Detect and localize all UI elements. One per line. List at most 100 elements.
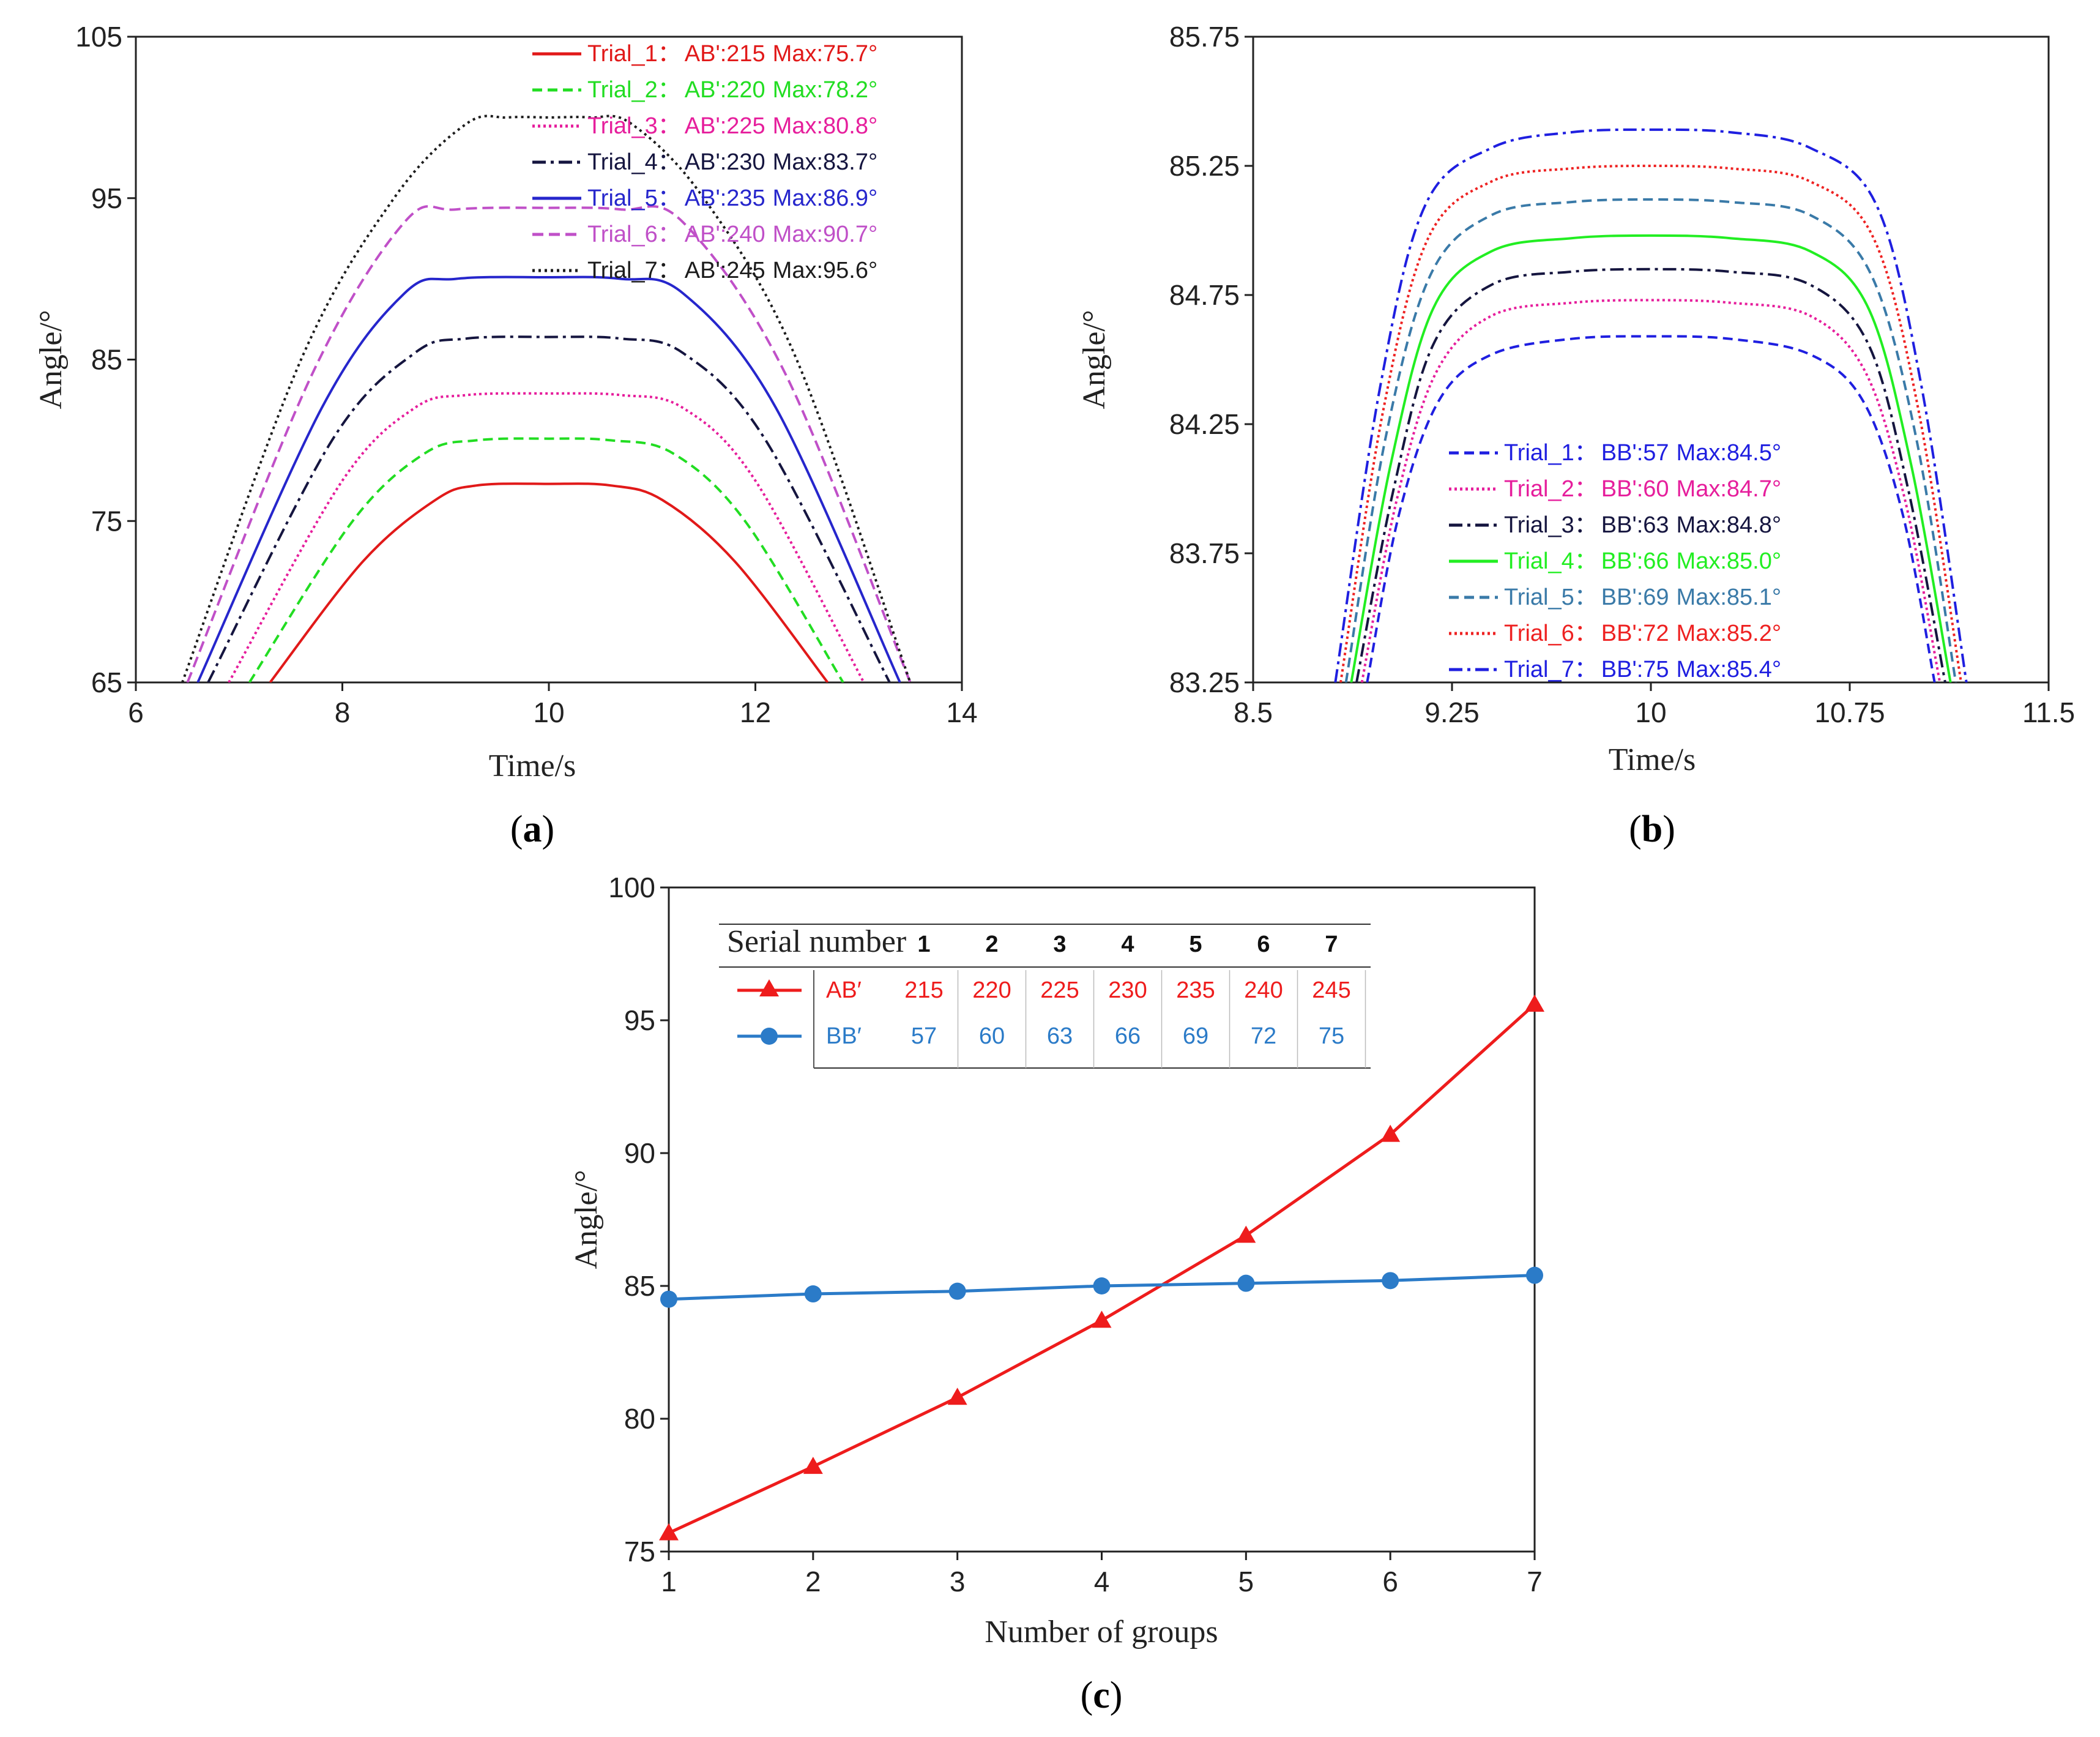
- table-column-header: 1: [917, 932, 930, 957]
- legend-entry-a: Trial_1： AB':215 Max:75.7°: [587, 41, 877, 67]
- legend-max: Max:85.0°: [1677, 548, 1782, 574]
- legend-max: Max:84.7°: [1677, 476, 1782, 502]
- table-cell: 72: [1251, 1023, 1276, 1049]
- series-line-b-trial_2: [1360, 299, 1942, 682]
- legend-entry-a: Trial_6： AB':240 Max:90.7°: [587, 222, 877, 247]
- legend-separator: ：: [1574, 585, 1598, 610]
- y-tick-label-b: 83.75: [1169, 537, 1240, 569]
- legend-entry-b: Trial_3： BB':63 Max:84.8°: [1504, 512, 1781, 538]
- x-tick-label-b: 8.5: [1234, 697, 1273, 728]
- x-tick-label-c: 4: [1094, 1566, 1110, 1597]
- table-cell: 66: [1115, 1023, 1141, 1049]
- legend-max: Max:78.2°: [773, 77, 878, 103]
- series-line-b-trial_3: [1355, 267, 1946, 682]
- x-tick-label-c: 5: [1238, 1566, 1254, 1597]
- data-point-bb: [1526, 1266, 1543, 1284]
- legend-param: BB':60: [1601, 476, 1669, 502]
- legend-name: Trial_5: [1504, 585, 1574, 610]
- series-line-a-trial_3: [228, 392, 865, 682]
- legend-max: Max:86.9°: [773, 185, 878, 211]
- legend-separator: ：: [1574, 512, 1598, 538]
- x-axis-title-b: Time/s: [1609, 742, 1696, 777]
- x-tick-label-c: 6: [1382, 1566, 1398, 1597]
- x-tick-label-c: 2: [805, 1566, 821, 1597]
- series-line-b-trial_6: [1339, 165, 1962, 682]
- legend-entry-b: Trial_4： BB':66 Max:85.0°: [1504, 548, 1781, 574]
- data-point-bb: [1237, 1274, 1255, 1292]
- panel-label-a: (a): [510, 809, 554, 850]
- legend-entry-b: Trial_2： BB':60 Max:84.7°: [1504, 476, 1781, 502]
- y-tick-label-c: 95: [624, 1004, 655, 1036]
- legend-separator: ：: [1574, 621, 1598, 646]
- legend-name: Trial_4: [587, 149, 658, 175]
- y-tick-label-a: 85: [91, 344, 122, 376]
- legend-param: AB':215: [685, 41, 765, 67]
- y-tick-label-c: 85: [624, 1270, 655, 1302]
- legend-param: AB':240: [685, 222, 765, 247]
- x-tick-label-b: 10.75: [1814, 697, 1885, 728]
- panel-label-b: (b): [1629, 809, 1675, 850]
- legend-name: Trial_1: [587, 41, 658, 67]
- table-cell: 60: [979, 1023, 1005, 1049]
- table-row-label: BB′: [826, 1023, 862, 1049]
- series-group-a: [181, 114, 912, 682]
- y-tick-label-a: 65: [91, 667, 122, 698]
- table-cell: 69: [1183, 1023, 1208, 1049]
- data-point-ab: [659, 1523, 679, 1541]
- legend-separator: ：: [658, 41, 681, 67]
- legend-param: BB':75: [1601, 657, 1669, 682]
- legend-max: Max:75.7°: [773, 41, 878, 67]
- legend-name: Trial_3: [587, 113, 658, 139]
- table-legend-marker-bb: [761, 1028, 778, 1045]
- legend-max: Max:85.1°: [1677, 585, 1782, 610]
- data-point-bb: [1093, 1277, 1111, 1294]
- legend-name: Trial_7: [587, 258, 658, 283]
- data-point-bb: [804, 1285, 822, 1303]
- legend-separator: ：: [658, 185, 681, 211]
- y-tick-label-b: 83.25: [1169, 667, 1240, 698]
- x-tick-label-a: 6: [128, 697, 144, 728]
- data-point-bb: [1382, 1272, 1399, 1290]
- table-cell: 225: [1040, 977, 1079, 1003]
- legend-max: Max:90.7°: [773, 222, 878, 247]
- series-line-b-trial_1: [1366, 335, 1936, 682]
- y-tick-label-b: 85.75: [1169, 21, 1240, 53]
- legend-param: AB':245: [685, 258, 765, 283]
- y-tick-label-c: 75: [624, 1536, 655, 1567]
- table-cell: 235: [1176, 977, 1215, 1003]
- legend-entry-a: Trial_2： AB':220 Max:78.2°: [587, 77, 877, 103]
- series-line-a-trial_2: [248, 437, 844, 682]
- table-cell: 245: [1312, 977, 1350, 1003]
- legend-separator: ：: [1574, 657, 1598, 682]
- series-line-a-trial_4: [207, 335, 891, 682]
- data-point-bb: [660, 1290, 677, 1308]
- legend-name: Trial_2: [587, 77, 658, 103]
- series-line-b-trial_7: [1334, 128, 1968, 682]
- legend-param: BB':63: [1601, 512, 1669, 538]
- table-column-header: 3: [1053, 932, 1066, 957]
- data-point-ab: [803, 1457, 823, 1474]
- legend-param: AB':235: [685, 185, 765, 211]
- legend-separator: ：: [1574, 548, 1598, 574]
- y-tick-label-c: 100: [608, 872, 655, 903]
- table-cell: 215: [904, 977, 943, 1003]
- panel-label-paren-close: ): [1662, 809, 1675, 850]
- y-tick-label-a: 95: [91, 182, 122, 214]
- legend-max: Max:83.7°: [773, 149, 878, 175]
- x-tick-label-b: 11.5: [2022, 697, 2075, 728]
- legend-name: Trial_3: [1504, 512, 1574, 538]
- panel-label-paren-close: ): [1110, 1675, 1123, 1716]
- legend-param: AB':220: [685, 77, 765, 103]
- legend-separator: ：: [1574, 476, 1598, 502]
- y-axis-title-c: Angle/°: [569, 1170, 604, 1269]
- x-tick-label-b: 10: [1635, 697, 1666, 728]
- data-point-ab: [1380, 1124, 1401, 1142]
- y-tick-label-b: 84.75: [1169, 279, 1240, 311]
- legend-param: BB':66: [1601, 548, 1669, 574]
- table-cell: 63: [1047, 1023, 1073, 1049]
- legend-max: Max:85.4°: [1677, 657, 1782, 682]
- legend-max: Max:95.6°: [773, 258, 878, 283]
- legend-max: Max:80.8°: [773, 113, 878, 139]
- series-line-b-trial_4: [1350, 234, 1952, 682]
- table-column-header: 4: [1121, 932, 1134, 957]
